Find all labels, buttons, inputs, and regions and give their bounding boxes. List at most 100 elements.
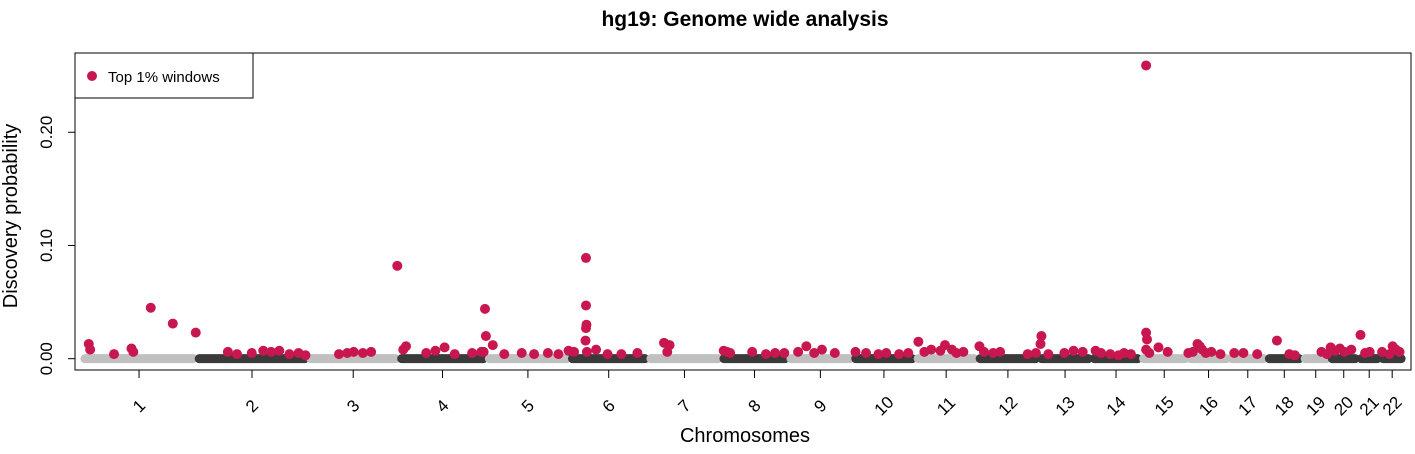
data-point [232, 349, 243, 360]
data-point [747, 346, 758, 357]
data-point [167, 318, 178, 329]
data-point [580, 300, 591, 311]
data-point [1077, 346, 1088, 357]
x-tick-label-3: 3 [343, 396, 363, 416]
data-point [553, 349, 564, 360]
x-tick-label-10: 10 [871, 393, 898, 420]
data-point [894, 349, 905, 360]
data-point [1068, 345, 1079, 356]
x-tick-label-1: 1 [129, 396, 149, 416]
data-point [1187, 346, 1198, 357]
x-tick-label-18: 18 [1271, 393, 1298, 420]
x-tick-label-22: 22 [1379, 393, 1406, 420]
data-point [1364, 346, 1375, 357]
y-tick-label: 0.10 [37, 229, 56, 262]
x-tick-label-6: 6 [599, 396, 619, 416]
data-point [222, 346, 233, 357]
legend: Top 1% windows [74, 52, 254, 99]
legend-box [74, 52, 254, 99]
data-point [1125, 349, 1136, 360]
x-tick-label-12: 12 [995, 393, 1022, 420]
data-point [1036, 331, 1047, 342]
x-tick-label-4: 4 [433, 396, 453, 416]
data-point [300, 350, 311, 361]
data-point [366, 346, 377, 357]
data-point [421, 348, 432, 359]
data-point [529, 349, 540, 360]
y-tick-label: 0.20 [37, 116, 56, 149]
data-point [569, 346, 580, 357]
data-point [333, 349, 344, 360]
data-point [1252, 349, 1263, 360]
data-point [516, 348, 527, 359]
x-tick-label-13: 13 [1052, 393, 1079, 420]
data-point [816, 344, 827, 355]
data-point [903, 348, 914, 359]
data-point [499, 349, 510, 360]
data-point [1059, 348, 1070, 359]
x-tick-label-16: 16 [1195, 393, 1222, 420]
data-point [190, 327, 201, 338]
data-point [274, 345, 285, 356]
data-point [881, 348, 892, 359]
x-tick-label-9: 9 [810, 396, 830, 416]
data-point [770, 348, 781, 359]
data-point [591, 344, 602, 355]
data-point [1035, 338, 1046, 349]
data-point [958, 346, 969, 357]
data-point [1144, 348, 1155, 359]
data-point [581, 346, 592, 357]
data-point [793, 346, 804, 357]
x-tick-label-5: 5 [518, 396, 538, 416]
data-point [401, 341, 412, 352]
data-point [926, 344, 937, 355]
data-point [580, 323, 591, 334]
data-point [829, 348, 840, 359]
data-point [246, 348, 257, 359]
data-point [109, 349, 120, 360]
data-point [801, 341, 812, 352]
data-point [1346, 344, 1357, 355]
legend-marker [87, 71, 97, 81]
data-point [479, 303, 490, 314]
legend-label: Top 1% windows [108, 69, 220, 86]
data-point [1215, 349, 1226, 360]
plot-frame [74, 52, 1412, 371]
data-point [1394, 346, 1405, 357]
data-point [439, 342, 450, 353]
data-point [1105, 349, 1116, 360]
data-point [725, 348, 736, 359]
data-point [995, 346, 1006, 357]
x-axis-label: Chromosomes [680, 425, 810, 447]
data-point [430, 345, 441, 356]
data-point [487, 340, 498, 351]
data-point [478, 346, 489, 357]
data-point [913, 336, 924, 347]
data-point [542, 348, 553, 359]
x-tick-label-2: 2 [242, 396, 262, 416]
data-point [979, 346, 990, 357]
data-point [1271, 335, 1282, 346]
data-point [1141, 60, 1152, 71]
data-point [258, 345, 269, 356]
data-point [449, 349, 460, 360]
data-point [128, 346, 139, 357]
data-point [392, 260, 403, 271]
data-point [284, 349, 295, 360]
data-point [580, 252, 591, 263]
data-point [1096, 348, 1107, 359]
data-point [1043, 349, 1054, 360]
x-tick-label-14: 14 [1103, 393, 1130, 420]
x-tick-label-15: 15 [1151, 393, 1178, 420]
data-point [616, 349, 627, 360]
data-point [1162, 346, 1173, 357]
y-axis: 0.00 0.10 0.20 [37, 116, 75, 375]
data-point [662, 346, 673, 357]
data-point [1238, 348, 1249, 359]
data-point [632, 348, 643, 359]
data-point [145, 302, 156, 313]
x-tick-label-8: 8 [745, 396, 765, 416]
data-point [480, 331, 491, 342]
